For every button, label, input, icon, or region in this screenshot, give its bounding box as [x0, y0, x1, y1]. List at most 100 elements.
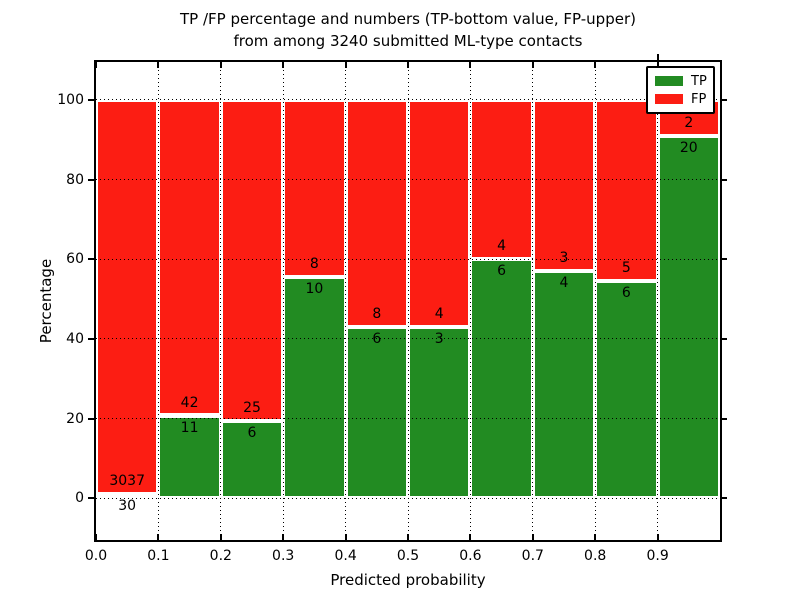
- y-tick-mark-right: [720, 98, 727, 101]
- bar-segment-fp: [595, 99, 658, 281]
- tp-count-label: 30: [118, 498, 137, 515]
- bar-segment-tp: [408, 327, 471, 499]
- legend-label-fp: FP: [691, 91, 707, 107]
- y-tick-mark: [88, 417, 95, 420]
- y-tick-label: 60: [66, 251, 84, 268]
- y-tick-mark-right: [720, 417, 727, 420]
- tp-count-label: 20: [679, 140, 698, 157]
- bar-segment-fp: [345, 99, 408, 328]
- x-gridline: [220, 62, 222, 540]
- y-tick-mark: [88, 258, 95, 261]
- x-gridline: [469, 62, 471, 540]
- bar-segment-tp: [220, 421, 284, 499]
- x-tick-label: 0.8: [584, 548, 607, 564]
- x-tick-label: 0.3: [272, 548, 295, 564]
- x-tick-mark: [656, 534, 659, 540]
- top-outward-tick-mark: [656, 54, 659, 62]
- fp-count-label: 5: [621, 259, 631, 276]
- tp-count-label: 10: [305, 280, 324, 297]
- legend-swatch-tp: [655, 76, 683, 86]
- fp-count-label: 25: [243, 400, 261, 417]
- tp-count-label: 6: [247, 425, 257, 442]
- x-tick-mark-top: [219, 62, 222, 68]
- y-tick-mark: [88, 98, 95, 101]
- tp-count-label: 3: [434, 331, 444, 348]
- x-gridline: [594, 62, 596, 540]
- x-tick-label: 0.2: [209, 548, 232, 564]
- x-tick-mark: [282, 534, 285, 540]
- bar-segment-fp: [220, 99, 284, 422]
- x-tick-label: 0.4: [334, 548, 357, 564]
- y-tick-mark-right: [720, 258, 727, 261]
- x-tick-mark-top: [656, 62, 659, 68]
- fp-count-label: 4: [434, 306, 444, 323]
- x-tick-label: 0.6: [459, 548, 482, 564]
- fp-count-label: 42: [180, 394, 199, 411]
- bar-segment-tp: [532, 270, 596, 499]
- x-tick-mark-top: [282, 62, 285, 68]
- tp-count-label: 11: [180, 419, 199, 436]
- tp-count-label: 6: [621, 284, 631, 301]
- bar-segment-tp: [96, 494, 159, 499]
- y-tick-label: 100: [57, 91, 84, 108]
- x-tick-mark-top: [469, 62, 472, 68]
- bar-segment-fp: [532, 99, 596, 271]
- legend-entry-fp: FP: [655, 93, 706, 106]
- fp-count-label: 2: [684, 115, 694, 132]
- y-tick-mark-right: [720, 337, 727, 340]
- x-tick-label: 0.5: [396, 548, 420, 564]
- y-tick-mark-right: [720, 497, 727, 500]
- x-tick-label: 0.1: [147, 548, 170, 564]
- bar-segment-tp: [158, 415, 221, 499]
- y-tick-label: 20: [66, 410, 84, 427]
- y-tick-label: 80: [66, 171, 84, 188]
- x-tick-mark: [407, 534, 409, 540]
- fp-count-label: 3: [559, 249, 569, 266]
- legend-label-tp: TP: [691, 73, 707, 89]
- tp-count-label: 6: [372, 331, 382, 348]
- bar-segment-fp: [158, 99, 221, 416]
- x-tick-mark-top: [344, 62, 347, 68]
- bar-segment-tp: [470, 259, 533, 499]
- fp-count-label: 3037: [109, 473, 146, 490]
- tp-count-label: 4: [559, 274, 569, 291]
- bar-segment-tp: [657, 136, 720, 499]
- x-tick-mark-top: [531, 62, 534, 68]
- chart-title-line1: TP /FP percentage and numbers (TP-bottom…: [180, 10, 636, 28]
- x-tick-mark-top: [407, 62, 409, 68]
- x-gridline: [345, 62, 347, 540]
- legend: TP FP: [646, 66, 715, 114]
- legend-entry-tp: TP: [655, 73, 707, 89]
- bar-segment-tp: [345, 327, 408, 499]
- x-gridline: [532, 62, 534, 540]
- x-tick-mark: [344, 534, 347, 540]
- x-axis-label: Predicted probability: [330, 571, 486, 589]
- y-tick-mark: [88, 497, 95, 500]
- bar-segment-fp: [408, 99, 471, 328]
- x-tick-mark: [469, 534, 472, 540]
- x-gridline: [657, 62, 659, 540]
- x-tick-label: 0.7: [521, 548, 544, 564]
- x-tick-mark: [95, 534, 97, 540]
- legend-swatch-fp: [655, 94, 683, 104]
- fp-count-label: 8: [372, 306, 382, 323]
- x-tick-label: 0.9: [646, 548, 669, 564]
- x-tick-mark-top: [594, 62, 597, 68]
- y-tick-mark: [88, 337, 95, 340]
- x-tick-mark: [594, 534, 597, 540]
- bar-segment-fp: [283, 99, 346, 277]
- chart-title-line2: from among 3240 submitted ML-type contac…: [233, 32, 583, 50]
- x-tick-label: 0.0: [84, 548, 108, 564]
- x-gridline: [407, 62, 409, 540]
- x-gridline: [157, 62, 159, 540]
- x-tick-mark-top: [157, 62, 160, 68]
- plot-area: TP FP 3037 30 42 11 25 6 8 10 8 6 4 3 4 6 3 4 5 6 2 20 0.0 0.…: [57, 54, 727, 564]
- y-axis-label: Percentage: [37, 258, 55, 344]
- fp-count-label: 4: [497, 238, 507, 255]
- fp-count-label: 8: [309, 255, 319, 272]
- x-gridline: [282, 62, 284, 540]
- x-tick-mark: [531, 534, 534, 540]
- tp-count-label: 6: [497, 263, 507, 280]
- x-tick-mark: [219, 534, 222, 540]
